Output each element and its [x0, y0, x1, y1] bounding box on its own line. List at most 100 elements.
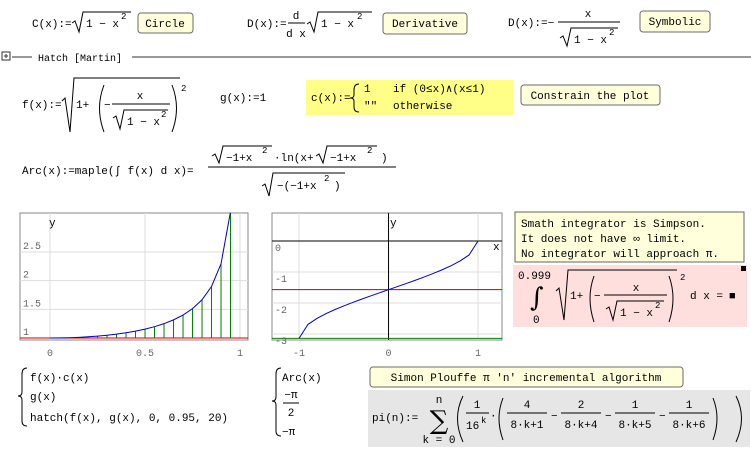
- minus: −: [104, 100, 111, 112]
- trace: g(x): [30, 392, 56, 404]
- circle-def: C(x):= 1 − x 2 Circle: [32, 11, 194, 34]
- y-tick-label: -3: [275, 337, 287, 348]
- button[interactable]: [639, 10, 711, 33]
- y-tick-label: 2.5: [23, 242, 41, 253]
- button-label[interactable]: Constrain the plot: [531, 91, 650, 103]
- x-tick-label: 1: [237, 349, 243, 360]
- exponent: 2: [367, 146, 372, 156]
- radical: [211, 145, 272, 165]
- trace: −π: [282, 427, 296, 439]
- numerator: 1: [686, 400, 693, 412]
- exponent: 2: [609, 28, 614, 38]
- c-def: c(x):= 1 if (0≤x)∧(x≤1) "" otherwise Con…: [306, 80, 661, 115]
- lhs: D(x):=−: [508, 18, 554, 30]
- note-line: Smath integrator is Simpson.: [521, 219, 706, 231]
- lhs: c(x):=: [311, 93, 351, 105]
- numerator: x: [585, 9, 592, 21]
- lhs: pi(n):=: [372, 413, 418, 425]
- y-axis-label: y: [49, 218, 56, 230]
- denominator: 8·k+4: [564, 420, 597, 432]
- highlight: [513, 265, 747, 327]
- plot2: -1 0 1 0 -1 -2 -3: [272, 213, 502, 360]
- sum-bottom: k = 0: [422, 435, 455, 447]
- trace: Arc(x): [282, 373, 322, 385]
- lhs: f(x):=: [22, 100, 62, 112]
- exponent: 2: [680, 273, 685, 283]
- numerator: 1: [632, 400, 639, 412]
- minus: −: [551, 411, 558, 423]
- region-label: Hatch [Martin]: [38, 53, 122, 65]
- exponent: 2: [262, 146, 267, 156]
- case-value: 1: [364, 84, 371, 96]
- lhs: C(x):=: [32, 19, 72, 31]
- minus: −: [659, 411, 666, 423]
- exponent: 2: [181, 84, 186, 94]
- radical: [559, 27, 618, 48]
- case-value: "": [364, 101, 377, 113]
- button-label[interactable]: Simon Plouffe π 'n' incremental algorith…: [391, 373, 662, 385]
- plot-frame: [19, 212, 249, 341]
- lhs: Arc(x):=maple(∫ f(x) d x)=: [22, 166, 194, 178]
- y-tick-label: 2: [23, 271, 29, 282]
- plot-area: [20, 213, 248, 339]
- button[interactable]: [382, 12, 468, 35]
- paren: [498, 397, 504, 441]
- trace: f(x)·c(x): [30, 373, 89, 385]
- radicand: 1 − x: [86, 19, 119, 31]
- brace: [17, 367, 28, 427]
- button[interactable]: [520, 84, 661, 106]
- upper-limit: 0.999: [518, 271, 551, 283]
- y-tick-label: -2: [275, 306, 287, 317]
- button[interactable]: [137, 12, 194, 34]
- y-axis-label: y: [390, 218, 397, 230]
- trace-num: −π: [284, 390, 298, 402]
- lhs: D(x):=: [247, 19, 287, 31]
- one-plus: 1+: [570, 291, 583, 303]
- close-paren: ): [334, 181, 341, 193]
- expand-plus[interactable]: [4, 54, 8, 58]
- dot: ·: [490, 411, 497, 423]
- ln-part: ·ln(x+: [274, 153, 314, 165]
- radicand: 1 − x: [620, 308, 653, 320]
- paren: [589, 275, 595, 323]
- radicand: 1 − x: [321, 19, 354, 31]
- button-label[interactable]: Symbolic: [649, 17, 702, 29]
- highlight: [306, 80, 513, 115]
- lower-limit: 0: [533, 315, 540, 327]
- y-tick-label: 0: [275, 244, 281, 255]
- paren: [712, 397, 718, 441]
- g-def: g(x):=1: [220, 93, 267, 105]
- note-line: No integrator will approach π.: [521, 249, 719, 261]
- paren: [457, 395, 464, 443]
- handle: [741, 266, 746, 271]
- one-plus: 1+: [76, 100, 89, 112]
- symbolic-def: D(x):=− x 1 − x 2 Symbolic: [508, 9, 711, 48]
- f-def: f(x):= 1+ − x 1 − x 2 2: [22, 77, 186, 133]
- x-axis-label: x: [493, 242, 500, 254]
- denominator: 8·k+5: [618, 420, 651, 432]
- button-label[interactable]: Circle: [145, 19, 185, 31]
- radical: [555, 269, 677, 321]
- plot-area: [272, 240, 502, 339]
- exponent: 2: [655, 301, 660, 311]
- radical: [315, 145, 377, 165]
- numerator: 4: [524, 400, 531, 412]
- numerator: x: [633, 283, 640, 295]
- y-tick-label: 1.5: [23, 299, 41, 310]
- y-tick-label: -1: [275, 275, 287, 286]
- exponent: 2: [324, 174, 329, 184]
- y-tick-label: 1: [23, 328, 29, 339]
- case-condition: otherwise: [393, 101, 452, 113]
- numerator: x: [137, 91, 144, 103]
- button-label[interactable]: Derivative: [392, 19, 458, 31]
- plot-frame: [271, 212, 503, 341]
- sigma: ∑: [430, 406, 449, 436]
- integral-sign: ∫: [530, 283, 544, 313]
- radicand: 1 − x: [127, 117, 160, 129]
- radical: [71, 11, 131, 34]
- numerator: 1: [474, 400, 481, 412]
- highlight: [368, 390, 750, 447]
- radicand: 1 − x: [574, 35, 607, 47]
- note-line: It does not have ∞ limit.: [521, 234, 686, 246]
- button[interactable]: [369, 366, 684, 388]
